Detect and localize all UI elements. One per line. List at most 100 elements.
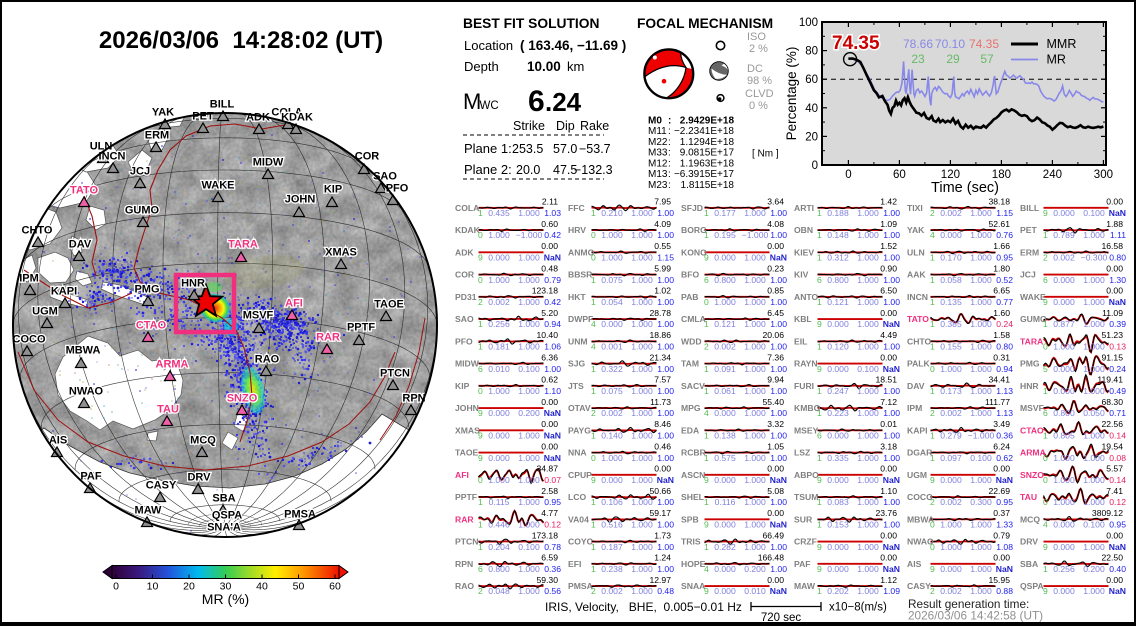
svg-text:0: 0 [1043, 342, 1048, 352]
svg-text:1.000: 1.000 [518, 453, 540, 463]
svg-text:TARA: TARA [228, 239, 258, 251]
svg-text:1: 1 [817, 586, 822, 596]
svg-text:0.95: 0.95 [544, 497, 561, 507]
svg-text:0.135: 0.135 [940, 297, 962, 307]
svg-text:91.15: 91.15 [1101, 352, 1123, 362]
svg-text:70.10: 70.10 [935, 37, 965, 51]
svg-text:0.79: 0.79 [993, 530, 1010, 540]
svg-text:22.50: 22.50 [1101, 553, 1123, 563]
svg-text:EDA: EDA [681, 425, 699, 435]
svg-text:1.000: 1.000 [970, 230, 992, 240]
svg-text:PAF: PAF [794, 559, 811, 569]
svg-text:1.000: 1.000 [857, 586, 879, 596]
svg-text:YAK: YAK [152, 107, 174, 119]
svg-text:0.00: 0.00 [767, 464, 784, 474]
svg-text:0.061: 0.061 [714, 386, 736, 396]
svg-text:1.000: 1.000 [1083, 453, 1105, 463]
svg-text:50.66: 50.66 [649, 486, 671, 496]
svg-text:6.50: 6.50 [880, 286, 897, 296]
svg-text:PAB: PAB [681, 292, 699, 302]
svg-text:ARMA: ARMA [156, 359, 189, 371]
svg-text:18.86: 18.86 [649, 330, 671, 340]
svg-text:Depth: Depth [464, 59, 499, 74]
svg-text:1.33: 1.33 [996, 520, 1013, 530]
svg-text:1: 1 [817, 208, 822, 218]
svg-text:RAO: RAO [455, 581, 474, 591]
svg-text:0.575: 0.575 [714, 453, 736, 463]
svg-text:1.09: 1.09 [880, 219, 897, 229]
svg-text:1.000: 1.000 [970, 297, 992, 307]
svg-text:MCQ: MCQ [190, 435, 216, 447]
svg-text:2.11: 2.11 [542, 197, 558, 207]
svg-text:1: 1 [817, 386, 822, 396]
svg-text:1.000: 1.000 [744, 253, 766, 263]
svg-text:4: 4 [930, 230, 935, 240]
svg-text:0.002: 0.002 [940, 497, 962, 507]
svg-text:0.000: 0.000 [1053, 208, 1075, 218]
svg-text:x10−8(m/s): x10−8(m/s) [829, 602, 887, 614]
svg-text:NaN: NaN [996, 475, 1013, 485]
svg-text:1.80: 1.80 [993, 263, 1010, 273]
svg-text:QSPA: QSPA [212, 510, 242, 522]
svg-text:1.000: 1.000 [631, 386, 653, 396]
svg-text:1.15: 1.15 [657, 253, 674, 263]
svg-text:1: 1 [817, 253, 822, 263]
svg-text:1.000: 1.000 [1083, 230, 1105, 240]
svg-text:0.279: 0.279 [940, 431, 962, 441]
svg-text:0.00: 0.00 [767, 508, 784, 518]
svg-text:0.091: 0.091 [714, 364, 736, 374]
svg-text:NaN: NaN [544, 431, 561, 441]
svg-text:NaN: NaN [996, 564, 1013, 574]
svg-text:0.00: 0.00 [541, 397, 558, 407]
svg-text:1.00: 1.00 [770, 386, 787, 396]
svg-text:0.00: 0.00 [767, 575, 784, 585]
svg-text:MR (%): MR (%) [202, 591, 249, 607]
svg-text:KBL: KBL [794, 314, 812, 324]
svg-text:ABPO: ABPO [794, 470, 819, 480]
svg-text:1.000: 1.000 [631, 564, 653, 574]
svg-text:Rake: Rake [580, 119, 609, 133]
svg-text:0.56: 0.56 [544, 586, 561, 596]
svg-text:2: 2 [591, 408, 596, 418]
svg-text:JCJ: JCJ [130, 166, 150, 178]
svg-text:0.100: 0.100 [1083, 520, 1105, 530]
svg-text:PALK: PALK [907, 359, 931, 369]
svg-text:NaN: NaN [883, 319, 900, 329]
svg-text:3.49: 3.49 [993, 419, 1010, 429]
svg-text:1.000: 1.000 [631, 497, 653, 507]
svg-text:0.010: 0.010 [744, 586, 766, 596]
svg-text:0.00: 0.00 [541, 419, 558, 429]
svg-text:0.516: 0.516 [601, 520, 623, 530]
svg-text:MMR: MMR [1047, 37, 1077, 51]
svg-text:1.000: 1.000 [744, 364, 766, 374]
svg-text:11.73: 11.73 [650, 397, 671, 407]
svg-text:0: 0 [930, 364, 935, 374]
svg-text:19.54: 19.54 [1101, 441, 1123, 451]
svg-text:7.95: 7.95 [654, 197, 671, 207]
svg-text:0.85: 0.85 [767, 286, 784, 296]
svg-text:1.000: 1.000 [744, 297, 766, 307]
svg-text:0.002: 0.002 [601, 408, 623, 418]
svg-text:1.000: 1.000 [857, 342, 879, 352]
svg-text:1.000: 1.000 [1083, 319, 1105, 329]
svg-text:M33: M33 [648, 148, 668, 159]
svg-text:1.000: 1.000 [1083, 386, 1105, 396]
svg-text:0.00: 0.00 [993, 464, 1010, 474]
svg-text:0: 0 [1043, 475, 1048, 485]
svg-text:7.36: 7.36 [767, 352, 784, 362]
svg-text:9: 9 [478, 253, 483, 263]
svg-text:0.12: 0.12 [1109, 497, 1126, 507]
svg-text:CHTO: CHTO [907, 336, 932, 346]
svg-text:1: 1 [930, 297, 935, 307]
svg-text:0.187: 0.187 [601, 542, 623, 552]
svg-text::: : [668, 169, 671, 180]
svg-text:0.256: 0.256 [1053, 564, 1075, 574]
svg-text:Plane 2:: Plane 2: [464, 162, 512, 177]
svg-text:0.14: 0.14 [1109, 431, 1126, 441]
svg-text:PPTF: PPTF [347, 322, 375, 334]
svg-text:1: 1 [817, 520, 822, 530]
svg-text:6.59: 6.59 [541, 553, 558, 563]
svg-text:XMAS: XMAS [325, 247, 357, 259]
svg-text:−2.2341E+18: −2.2341E+18 [674, 126, 734, 137]
svg-text:BEST FIT SOLUTION: BEST FIT SOLUTION [463, 16, 599, 31]
